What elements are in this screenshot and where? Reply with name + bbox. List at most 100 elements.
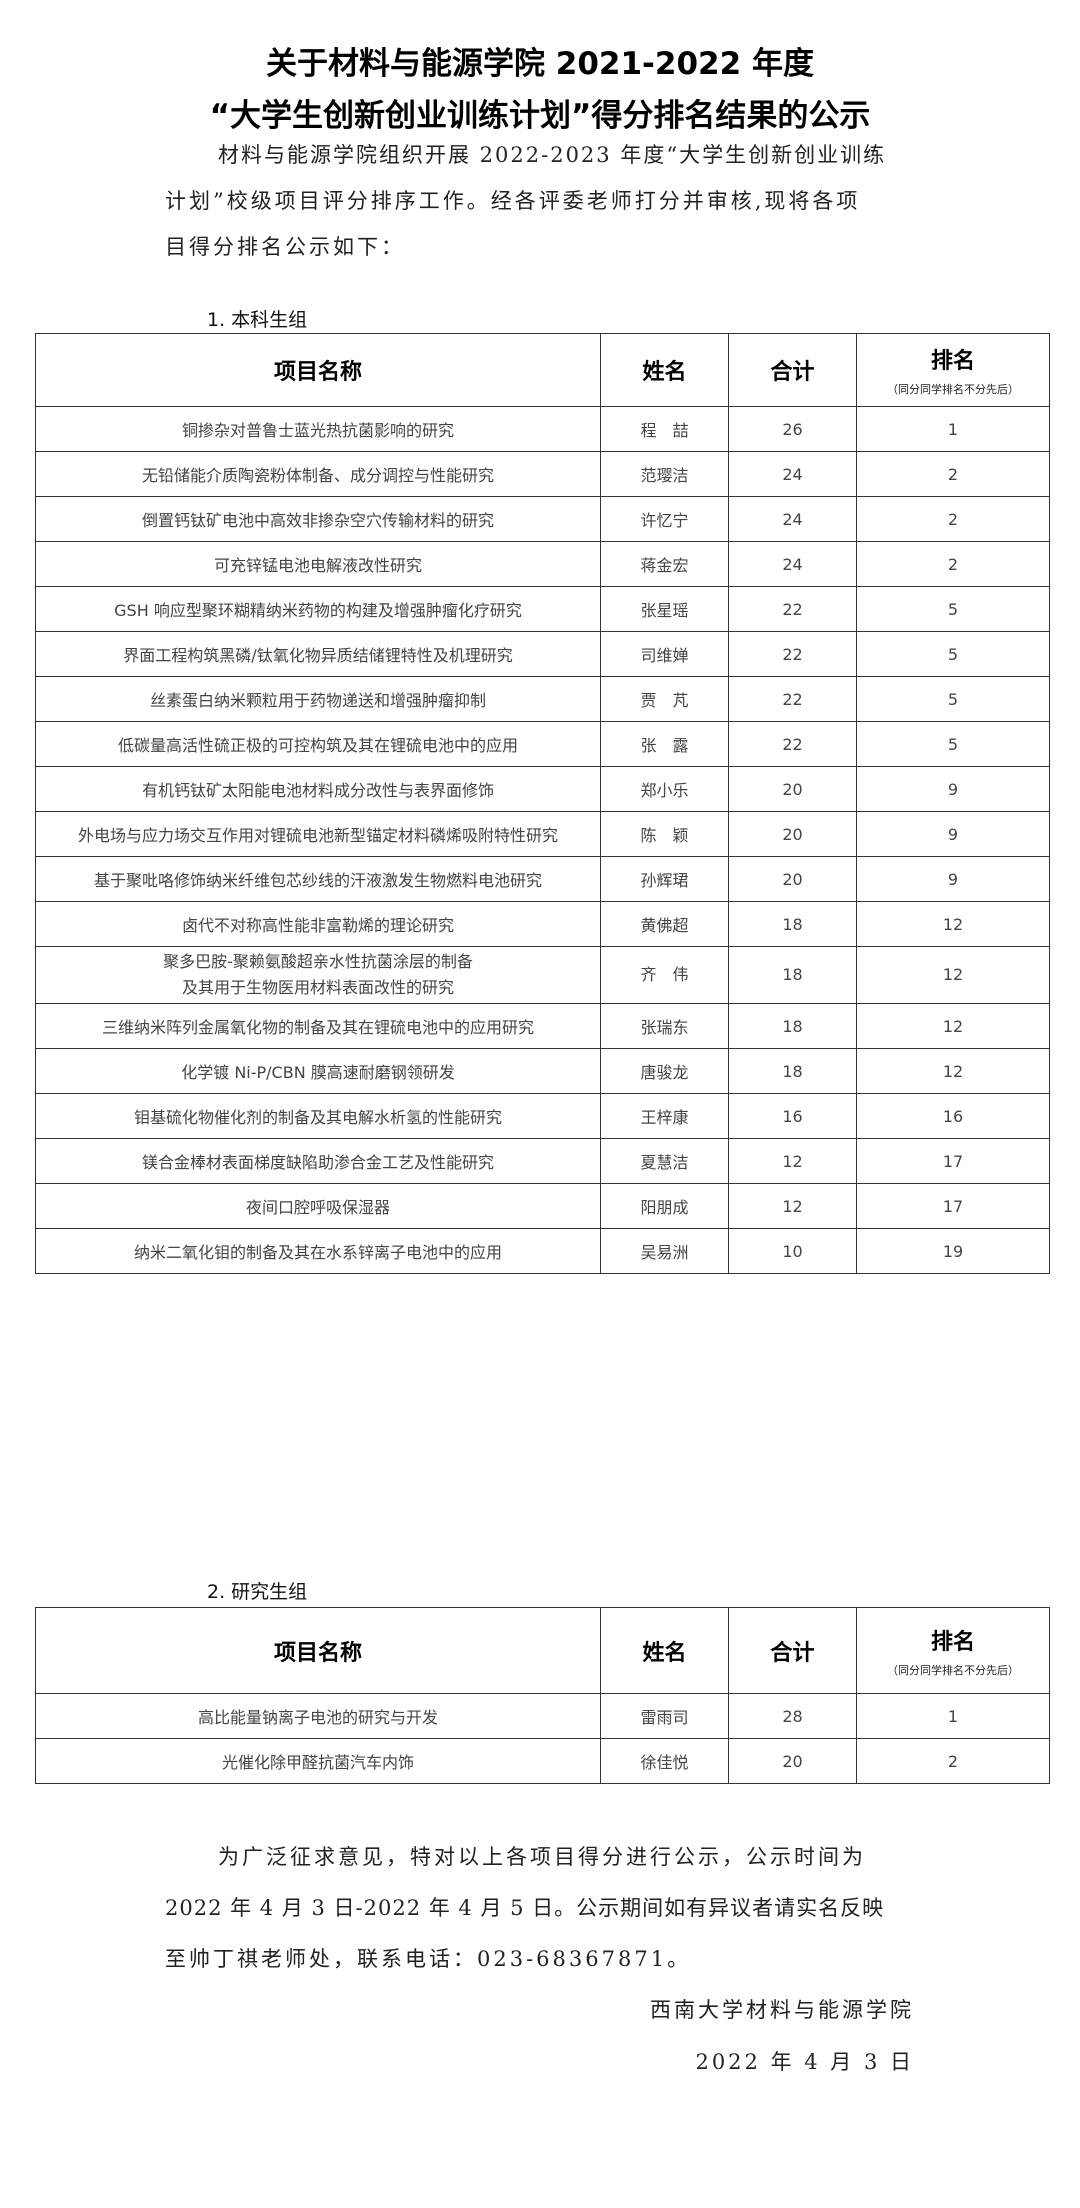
table-row: 三维纳米阵列金属氧化物的制备及其在锂硫电池中的应用研究 张瑞东 18 12 [35, 1003, 1050, 1049]
header-project: 项目名称 [35, 1607, 601, 1694]
closing-line: 至帅丁祺老师处，联系电话：023-68367871。 [165, 1947, 692, 1971]
cell-total: 18 [728, 1003, 857, 1049]
intro-line: 目得分排名公示如下： [165, 235, 405, 259]
cell-name: 齐 伟 [600, 946, 729, 1004]
cell-total: 22 [728, 631, 857, 677]
table-row: 丝素蛋白纳米颗粒用于药物递送和增强肿瘤抑制贾 芃 22 5 [35, 676, 1050, 722]
date: 2022 年 4 月 3 日 [695, 2050, 914, 2074]
cell-name: 司维婵 [600, 631, 729, 677]
cell-name: 张星瑶 [600, 586, 729, 632]
table-row: 倒置钙钛矿电池中高效非掺杂空穴传输材料的研究 许忆宁 24 2 [35, 496, 1050, 542]
cell-project: 化学镀 Ni-P/CBN 膜高速耐磨钢领研发 [35, 1048, 601, 1094]
title-line-1: 关于材料与能源学院 2021-2022 年度 [265, 46, 814, 82]
cell-name: 蒋金宏 [600, 541, 729, 587]
cell-total: 20 [728, 856, 857, 902]
cell-rank: 19 [856, 1228, 1050, 1274]
title-line-2: “大学生创新创业训练计划”得分排名结果的公示 [209, 98, 871, 134]
cell-project: 丝素蛋白纳米颗粒用于药物递送和增强肿瘤抑制 [35, 676, 601, 722]
table-row: 外电场与应力场交互作用对锂硫电池新型锚定材料磷烯吸附特性研究陈 颖 20 9 [35, 811, 1050, 857]
cell-project: 无铅储能介质陶瓷粉体制备、成分调控与性能研究 [35, 451, 601, 497]
cell-name: 张 露 [600, 721, 729, 767]
table-row: 界面工程构筑黑磷/钛氧化物异质结储锂特性及机理研究 司维婵 22 5 [35, 631, 1050, 677]
cell-rank: 2 [856, 1738, 1050, 1784]
header-name: 姓名 [600, 333, 729, 407]
table-header-row: 项目名称 姓名 合计 排名 （同分同学排名不分先后） [35, 1607, 1050, 1694]
cell-total: 20 [728, 1738, 857, 1784]
cell-project: 界面工程构筑黑磷/钛氧化物异质结储锂特性及机理研究 [35, 631, 601, 677]
header-rank-note: （同分同学排名不分先后） [887, 383, 1019, 396]
cell-rank: 1 [856, 406, 1050, 452]
cell-rank: 5 [856, 721, 1050, 767]
table-row: 有机钙钛矿太阳能电池材料成分改性与表界面修饰 郑小乐 20 9 [35, 766, 1050, 812]
cell-rank: 9 [856, 766, 1050, 812]
cell-rank: 9 [856, 856, 1050, 902]
header-rank-note: （同分同学排名不分先后） [887, 1663, 1019, 1677]
cell-project: 可充锌锰电池电解液改性研究 [35, 541, 601, 587]
table-header-row: 项目名称 姓名 合计 排名 （同分同学排名不分先后） [35, 333, 1050, 407]
header-rank-label: 排名 [930, 1629, 975, 1655]
undergrad-table: 项目名称 姓名 合计 排名 （同分同学排名不分先后） 铜掺杂对普鲁士蓝光热抗菌影响… [35, 333, 1050, 1274]
table-row: 夜间口腔呼吸保湿器 阳朋成 12 17 [35, 1183, 1050, 1229]
cell-project: 聚多巴胺-聚赖氨酸超亲水性抗菌涂层的制备 及其用于生物医用材料表面改性的研究 [35, 946, 601, 1004]
intro-line: 材料与能源学院组织开展 2022-2023 年度“大学生创新创业训练 [218, 143, 887, 167]
table-row: 聚多巴胺-聚赖氨酸超亲水性抗菌涂层的制备 及其用于生物医用材料表面改性的研究齐 伟… [35, 946, 1050, 1004]
cell-name: 雷雨司 [600, 1693, 729, 1739]
cell-project-line: 聚多巴胺-聚赖氨酸超亲水性抗菌涂层的制备 [163, 952, 473, 971]
closing-line: 为广泛征求意见，特对以上各项目得分进行公示，公示时间为 [218, 1845, 866, 1869]
closing-paragraph: 为广泛征求意见，特对以上各项目得分进行公示，公示时间为 2022 年 4 月 3… [165, 1832, 915, 1985]
cell-rank: 12 [856, 901, 1050, 947]
cell-project: 基于聚吡咯修饰纳米纤维包芯纱线的汗液激发生物燃料电池研究 [35, 856, 601, 902]
cell-name: 王梓康 [600, 1093, 729, 1139]
closing-line: 2022 年 4 月 3 日-2022 年 4 月 5 日。公示期间如有异议者请… [165, 1896, 885, 1920]
cell-name: 郑小乐 [600, 766, 729, 812]
table-row: 纳米二氧化钼的制备及其在水系锌离子电池中的应用 吴易洲 10 19 [35, 1228, 1050, 1274]
cell-total: 18 [728, 1048, 857, 1094]
cell-project: 倒置钙钛矿电池中高效非掺杂空穴传输材料的研究 [35, 496, 601, 542]
header-total: 合计 [728, 1607, 857, 1694]
table-row: GSH 响应型聚环糊精纳米药物的构建及增强肿瘤化疗研究 张星瑶 22 5 [35, 586, 1050, 632]
cell-rank: 5 [856, 586, 1050, 632]
cell-total: 12 [728, 1138, 857, 1184]
header-rank: 排名 （同分同学排名不分先后） [856, 333, 1050, 407]
cell-name: 范璎洁 [600, 451, 729, 497]
cell-name: 徐佳悦 [600, 1738, 729, 1784]
header-name: 姓名 [600, 1607, 729, 1694]
cell-project: 光催化除甲醛抗菌汽车内饰 [35, 1738, 601, 1784]
cell-total: 20 [728, 766, 857, 812]
cell-total: 16 [728, 1093, 857, 1139]
intro-paragraph: 材料与能源学院组织开展 2022-2023 年度“大学生创新创业训练 计划”校级… [165, 132, 915, 270]
table-row: 卤代不对称高性能非富勒烯的理论研究 黄佛超 18 12 [35, 901, 1050, 947]
section-label-graduate: 2. 研究生组 [207, 1581, 308, 1603]
cell-project: 三维纳米阵列金属氧化物的制备及其在锂硫电池中的应用研究 [35, 1003, 601, 1049]
table-row: 铜掺杂对普鲁士蓝光热抗菌影响的研究程 喆 26 1 [35, 406, 1050, 452]
cell-total: 24 [728, 541, 857, 587]
table-row: 高比能量钠离子电池的研究与开发 雷雨司 28 1 [35, 1693, 1050, 1739]
cell-project: 镁合金棒材表面梯度缺陷助渗合金工艺及性能研究 [35, 1138, 601, 1184]
cell-total: 20 [728, 811, 857, 857]
header-total: 合计 [728, 333, 857, 407]
table-row: 可充锌锰电池电解液改性研究 蒋金宏 24 2 [35, 541, 1050, 587]
cell-total: 26 [728, 406, 857, 452]
cell-rank: 2 [856, 496, 1050, 542]
cell-total: 24 [728, 451, 857, 497]
header-rank-label: 排名 [930, 349, 975, 374]
cell-project: 纳米二氧化钼的制备及其在水系锌离子电池中的应用 [35, 1228, 601, 1274]
cell-rank: 12 [856, 1048, 1050, 1094]
cell-project: 外电场与应力场交互作用对锂硫电池新型锚定材料磷烯吸附特性研究 [35, 811, 601, 857]
cell-total: 22 [728, 586, 857, 632]
cell-project: 铜掺杂对普鲁士蓝光热抗菌影响的研究 [35, 406, 601, 452]
cell-name: 陈 颖 [600, 811, 729, 857]
cell-name: 吴易洲 [600, 1228, 729, 1274]
cell-total: 24 [728, 496, 857, 542]
table-row: 低碳量高活性硫正极的可控构筑及其在锂硫电池中的应用张 露 22 5 [35, 721, 1050, 767]
cell-project: 卤代不对称高性能非富勒烯的理论研究 [35, 901, 601, 947]
cell-total: 22 [728, 676, 857, 722]
graduate-table: 项目名称 姓名 合计 排名 （同分同学排名不分先后） 高比能量钠离子电池的研究与开… [35, 1607, 1050, 1784]
cell-total: 28 [728, 1693, 857, 1739]
cell-name: 许忆宁 [600, 496, 729, 542]
cell-project: 有机钙钛矿太阳能电池材料成分改性与表界面修饰 [35, 766, 601, 812]
cell-project: GSH 响应型聚环糊精纳米药物的构建及增强肿瘤化疗研究 [35, 586, 601, 632]
cell-total: 18 [728, 901, 857, 947]
cell-total: 22 [728, 721, 857, 767]
cell-rank: 2 [856, 541, 1050, 587]
